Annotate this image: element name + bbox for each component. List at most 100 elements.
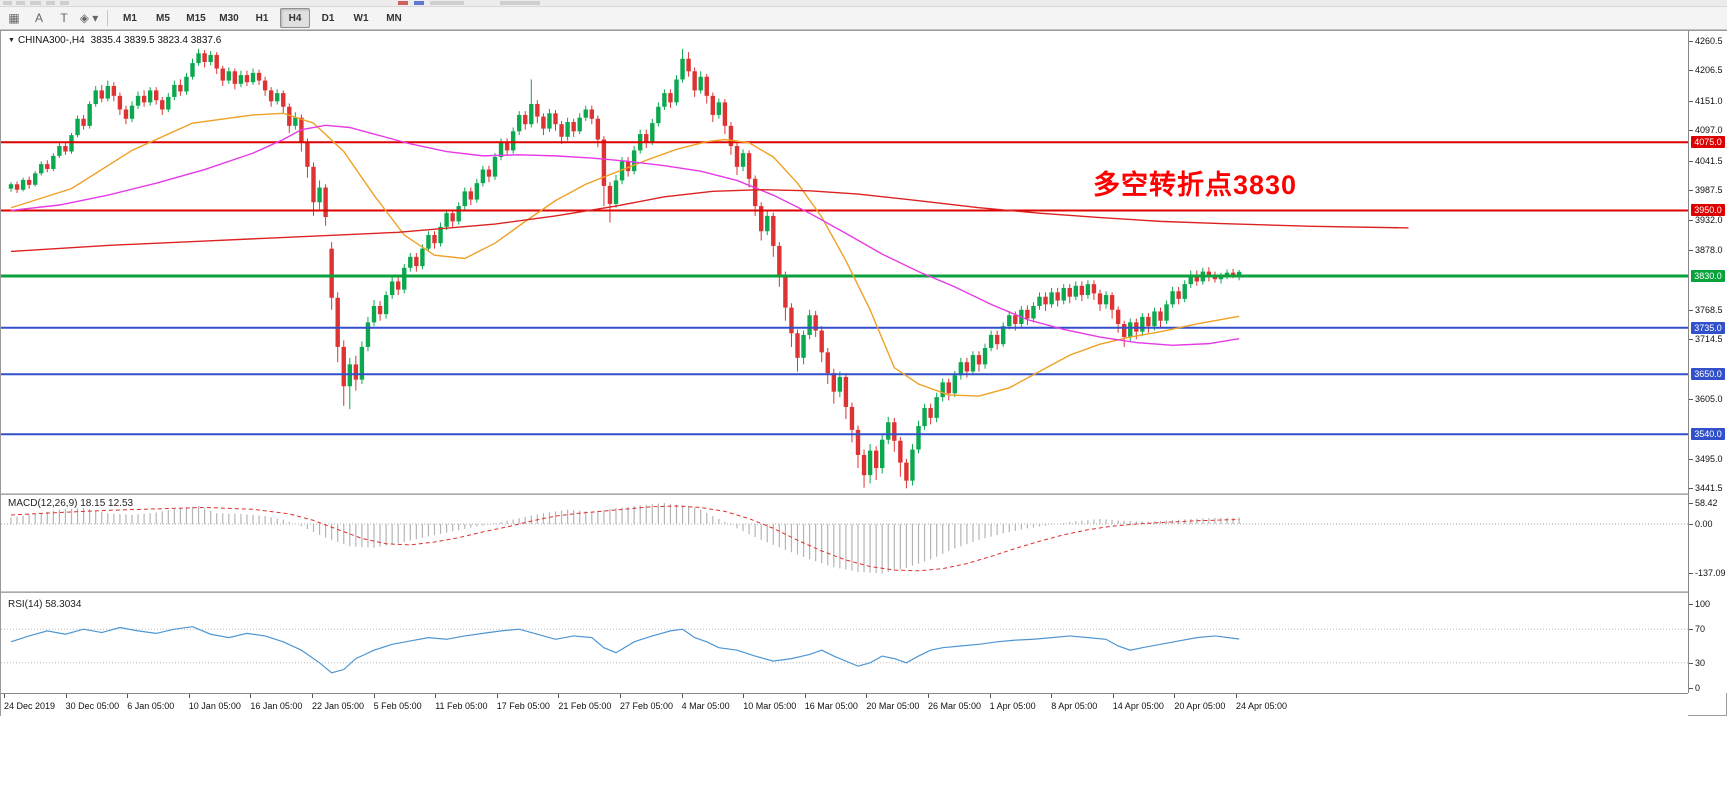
ma-slow-red: [10, 189, 1409, 253]
time-label: 30 Dec 05:00: [65, 701, 120, 711]
price-scale-label: 4041.5: [1695, 155, 1723, 166]
time-tick: [1236, 694, 1237, 698]
time-tick: [496, 694, 498, 698]
axis-tick: [1689, 398, 1693, 400]
ui-fragment: [414, 1, 424, 5]
timeframe-m30-button[interactable]: M30: [219, 12, 239, 24]
time-label: 20 Apr 05:00: [1174, 701, 1226, 711]
time-axis[interactable]: 24 Dec 2019 30 Dec 05:00 6 Jan 05:00 10 Jan…: [1, 693, 1688, 716]
charts-grid-icon[interactable]: ▦: [8, 11, 20, 25]
price-scale-label: 4206.5: [1695, 65, 1723, 76]
macd-scale-label: 58.42: [1695, 497, 1718, 508]
ui-fragment: [500, 1, 540, 5]
price-scale-label: 4097.0: [1695, 125, 1723, 136]
rsi-name: RSI(14): [8, 599, 43, 610]
symbol-title: CHINA300-,H4: [17, 35, 85, 46]
rsi-line: [10, 626, 1240, 674]
time-label: 22 Jan 05:00: [312, 701, 365, 711]
axis-tick: [1689, 688, 1693, 689]
price-scale-label: 3768.5: [1695, 304, 1723, 315]
timeframe-h4-button[interactable]: H4: [280, 8, 310, 28]
price-scale-label: 4260.5: [1695, 35, 1723, 46]
price-scale-label: 3714.5: [1695, 333, 1723, 344]
time-tick: [1051, 694, 1053, 698]
price-tag-3950.0: 3950.0: [1691, 204, 1725, 217]
rsi-scale-label: 100: [1695, 599, 1711, 609]
price-tag-4075.0: 4075.0: [1691, 136, 1725, 149]
macd-values: 18.15 12.53: [80, 498, 134, 509]
ohlc-values: 3835.4 3839.5 3823.4 3837.6: [90, 35, 222, 46]
price-scale-label: 3495.0: [1695, 453, 1723, 464]
rsi-panel[interactable]: [1, 594, 1688, 693]
time-label: 14 Apr 05:00: [1112, 701, 1164, 711]
time-tick: [620, 694, 621, 698]
ui-fragment: [16, 1, 25, 5]
ma-mid-magenta: [10, 124, 1240, 346]
time-tick: [435, 694, 437, 698]
axis-tick: [1689, 338, 1693, 340]
time-tick: [188, 694, 190, 698]
axis-tick: [1689, 189, 1693, 191]
panel-divider[interactable]: [1, 493, 1688, 495]
price-scale-label: 3987.5: [1695, 184, 1723, 195]
time-label: 5 Feb 05:00: [373, 701, 422, 711]
time-tick: [312, 694, 313, 698]
price-axis[interactable]: 4260.5 4206.5 4151.0 4097.0 4041.5 3987.5 3932…: [1688, 31, 1727, 693]
time-tick: [65, 694, 67, 698]
time-label: 21 Feb 05:00: [558, 701, 612, 711]
annotation-text[interactable]: 多空转折点3830: [1093, 170, 1298, 200]
macd-signal-line: [10, 505, 1240, 572]
cursor-a-icon[interactable]: A: [34, 11, 43, 25]
axis-tick: [1689, 309, 1693, 311]
shapes-icon[interactable]: ◈ ▾: [79, 11, 99, 25]
time-tick: [558, 694, 560, 698]
time-tick: [1174, 694, 1176, 698]
macd-scale-label: 0.00: [1695, 519, 1713, 529]
timeframe-w1-button[interactable]: W1: [353, 12, 369, 24]
time-tick: [681, 694, 683, 698]
axis-tick: [1689, 70, 1693, 72]
price-scale-label: 3441.5: [1695, 482, 1723, 493]
main-chart[interactable]: [1, 31, 1688, 493]
time-tick: [250, 694, 252, 698]
macd-histogram: [10, 503, 1240, 574]
price-tag-3650.0: 3650.0: [1691, 368, 1725, 381]
macd-label: MACD(12,26,9) 18.15 12.53: [8, 498, 133, 509]
chart-area: ▼ CHINA300-,H4 3835.4 3839.5 3823.4 3837.6…: [0, 30, 1727, 716]
axis-tick: [1689, 629, 1693, 631]
collapse-icon[interactable]: ▼: [8, 37, 15, 44]
axis-tick: [1689, 487, 1693, 489]
rsi-scale-label: 70: [1695, 624, 1706, 635]
time-tick: [989, 694, 991, 698]
timeframe-m15-button[interactable]: M15: [186, 12, 206, 24]
time-tick: [928, 694, 929, 698]
time-label: 1 Apr 05:00: [989, 701, 1036, 711]
timeframe-m1-button[interactable]: M1: [123, 12, 137, 24]
time-label: 24 Apr 05:00: [1236, 701, 1288, 711]
price-tag-3540.0: 3540.0: [1691, 428, 1725, 441]
rsi-label: RSI(14) 58.3034: [8, 599, 81, 610]
timeframe-m5-button[interactable]: M5: [156, 12, 170, 24]
time-label: 11 Feb 05:00: [435, 701, 488, 711]
timeframe-mn-button[interactable]: MN: [386, 12, 402, 24]
time-tick: [4, 694, 5, 698]
timeframe-h1-button[interactable]: H1: [255, 12, 269, 24]
time-label: 20 Mar 05:00: [866, 701, 920, 711]
ui-fragment: [3, 1, 12, 5]
ma-fast-orange: [10, 112, 1240, 397]
price-scale-label: 3932.0: [1695, 215, 1723, 226]
axis-tick: [1689, 573, 1693, 575]
time-tick: [1112, 694, 1114, 698]
chart-header: ▼ CHINA300-,H4 3835.4 3839.5 3823.4 3837.6: [8, 35, 221, 46]
panel-divider[interactable]: [1, 591, 1688, 593]
text-label-icon[interactable]: T: [60, 11, 68, 25]
ui-fragment: [430, 1, 464, 5]
macd-panel[interactable]: [1, 496, 1688, 591]
ui-fragment: [30, 1, 41, 5]
time-label: 24 Dec 2019: [4, 701, 56, 711]
time-label: 10 Mar 05:00: [743, 701, 797, 711]
price-scale-label: 3605.0: [1695, 393, 1723, 404]
axis-tick: [1689, 604, 1693, 605]
timeframe-d1-button[interactable]: D1: [321, 12, 335, 24]
